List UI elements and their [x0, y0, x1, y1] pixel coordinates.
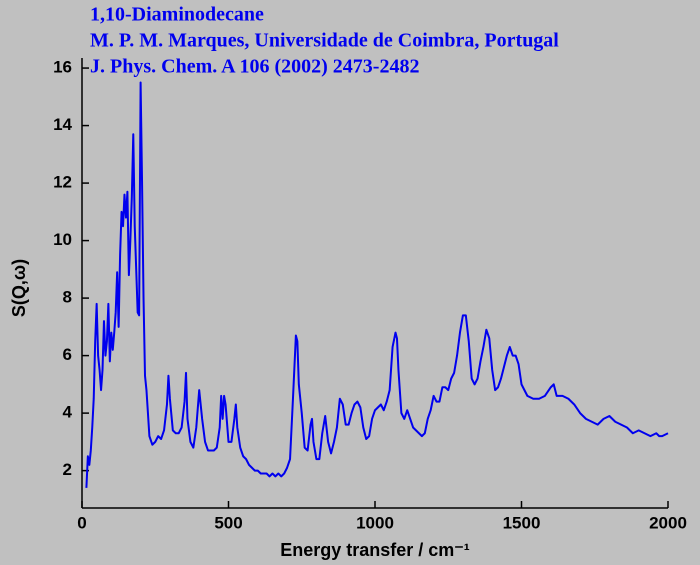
title-line: M. P. M. Marques, Universidade de Coimbr…: [90, 30, 559, 52]
y-tick-label: 10: [53, 230, 72, 249]
y-axis-label: S(Q,ω): [9, 259, 29, 317]
y-tick-label: 6: [63, 345, 72, 364]
x-tick-label: 1500: [503, 513, 541, 532]
x-axis-label: Energy transfer / cm⁻¹: [280, 540, 470, 560]
y-tick-label: 14: [53, 115, 72, 134]
x-tick-label: 1000: [356, 513, 394, 532]
y-tick-label: 12: [53, 173, 72, 192]
y-tick-label: 4: [63, 403, 73, 422]
x-tick-label: 500: [214, 513, 242, 532]
title-line: J. Phys. Chem. A 106 (2002) 2473-2482: [90, 56, 419, 78]
title-line: 1,10-Diaminodecane: [90, 4, 264, 26]
y-tick-label: 8: [63, 288, 72, 307]
data-line: [85, 81, 669, 488]
x-tick-label: 0: [77, 513, 86, 532]
y-tick-label: 2: [63, 460, 72, 479]
y-tick-label: 16: [53, 58, 72, 77]
x-tick-label: 2000: [649, 513, 687, 532]
